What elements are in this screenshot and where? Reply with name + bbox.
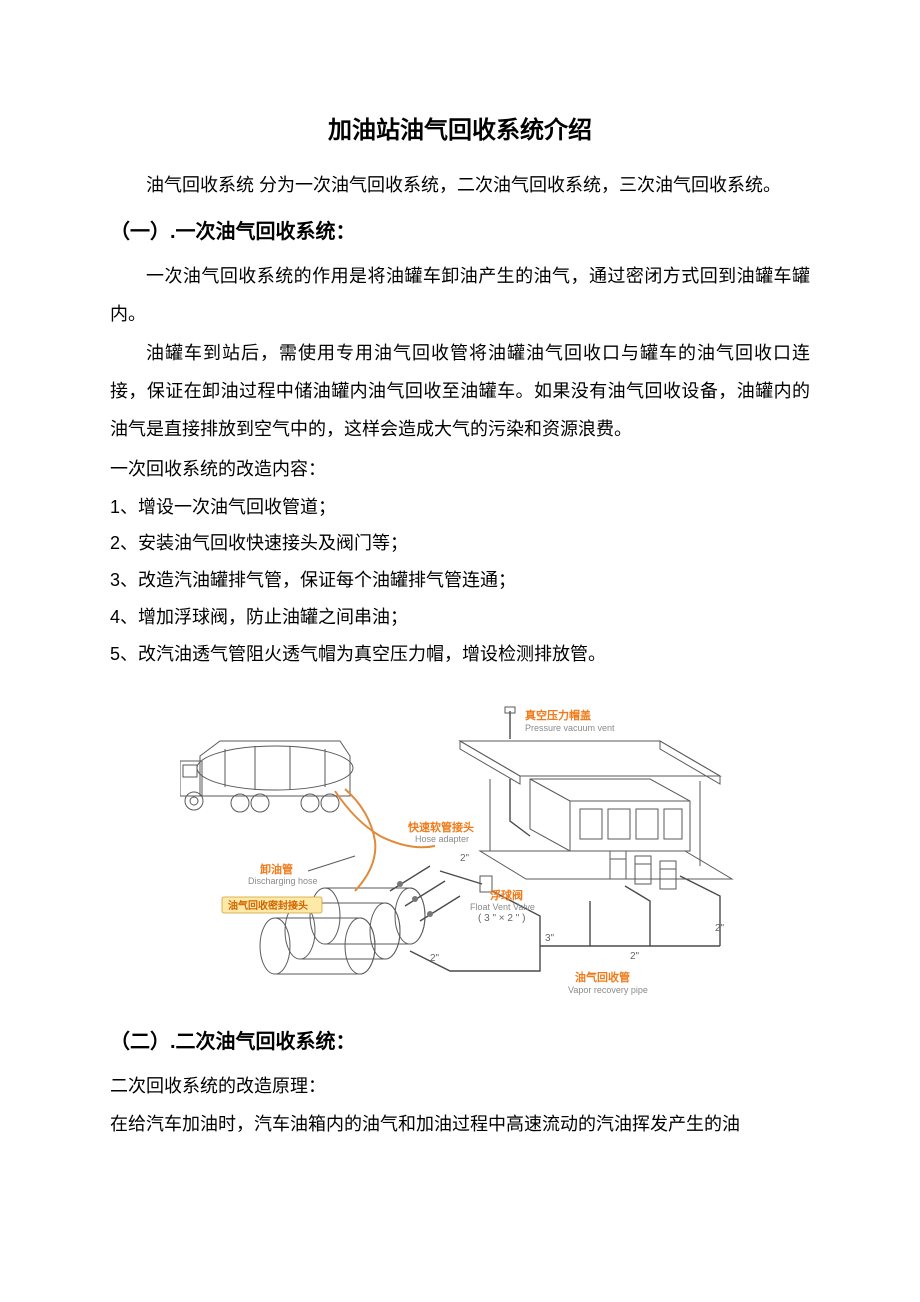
- intro-paragraph: 油气回收系统 分为一次油气回收系统，二次油气回收系统，三次油气回收系统。: [110, 167, 810, 205]
- section1-item-2: 2、安装油气回收快速接头及阀门等；: [110, 525, 810, 562]
- section1-header: （一）.一次油气回收系统：: [110, 215, 810, 244]
- system-diagram: 真空压力帽盖 Pressure vacuum vent 快速软管接头 Hose …: [180, 701, 740, 1001]
- page-title: 加油站油气回收系统介绍: [110, 110, 810, 145]
- tanker-truck-icon: [180, 741, 353, 812]
- discharge-label-en: Discharging hose: [248, 876, 318, 886]
- dim-2-a: 2": [460, 853, 470, 864]
- recovery-pipe-label-cn: 油气回收管: [575, 970, 630, 984]
- hose-adapter-label-en: Hose adapter: [415, 834, 469, 844]
- float-valve-label-en: Float Vent Valve: [470, 902, 535, 912]
- discharge-label-cn: 卸油管: [260, 862, 293, 876]
- section1-p1: 一次油气回收系统的作用是将油罐车卸油产生的油气，通过密闭方式回到油罐车罐内。: [110, 258, 810, 334]
- hose-adapter-label-cn: 快速软管接头: [407, 820, 474, 834]
- section1-item-3: 3、改造汽油罐排气管，保证每个油罐排气管连通；: [110, 562, 810, 599]
- section1-item-1: 1、增设一次油气回收管道；: [110, 489, 810, 526]
- dim-3: 3": [545, 933, 555, 944]
- vent-label-cn: 真空压力帽盖: [525, 708, 591, 722]
- section2-p2: 在给汽车加油时，汽车油箱内的油气和加油过程中高速流动的汽油挥发产生的油: [110, 1106, 810, 1144]
- section1-p2: 油罐车到站后，需使用专用油气回收管将油罐油气回收口与罐车的油气回收口连接，保证在…: [110, 335, 810, 448]
- recovery-pipe-label-en: Vapor recovery pipe: [568, 985, 648, 995]
- building-icon: [460, 707, 732, 889]
- float-valve-dim: ( 3 " × 2 " ): [478, 913, 525, 924]
- dim-2-d: 2": [630, 951, 640, 962]
- section1-item-4: 4、增加浮球阀，防止油罐之间串油；: [110, 599, 810, 636]
- section2-p1: 二次回收系统的改造原理：: [110, 1068, 810, 1106]
- float-valve-label-cn: 浮球阀: [490, 888, 523, 902]
- sealed-connector-label: 油气回收密封接头: [228, 899, 308, 912]
- discharge-hose-icon: [345, 789, 375, 891]
- section2-header: （二）.二次油气回收系统：: [110, 1025, 810, 1054]
- float-valve-icon: [440, 871, 492, 892]
- vent-label-en: Pressure vacuum vent: [525, 723, 615, 733]
- dim-2-c: 2": [715, 923, 725, 934]
- section1-item-5: 5、改汽油透气管阻火透气帽为真空压力帽，增设检测排放管。: [110, 636, 810, 673]
- section1-subheader: 一次回收系统的改造内容：: [110, 451, 810, 489]
- dim-2-b: 2": [430, 953, 440, 964]
